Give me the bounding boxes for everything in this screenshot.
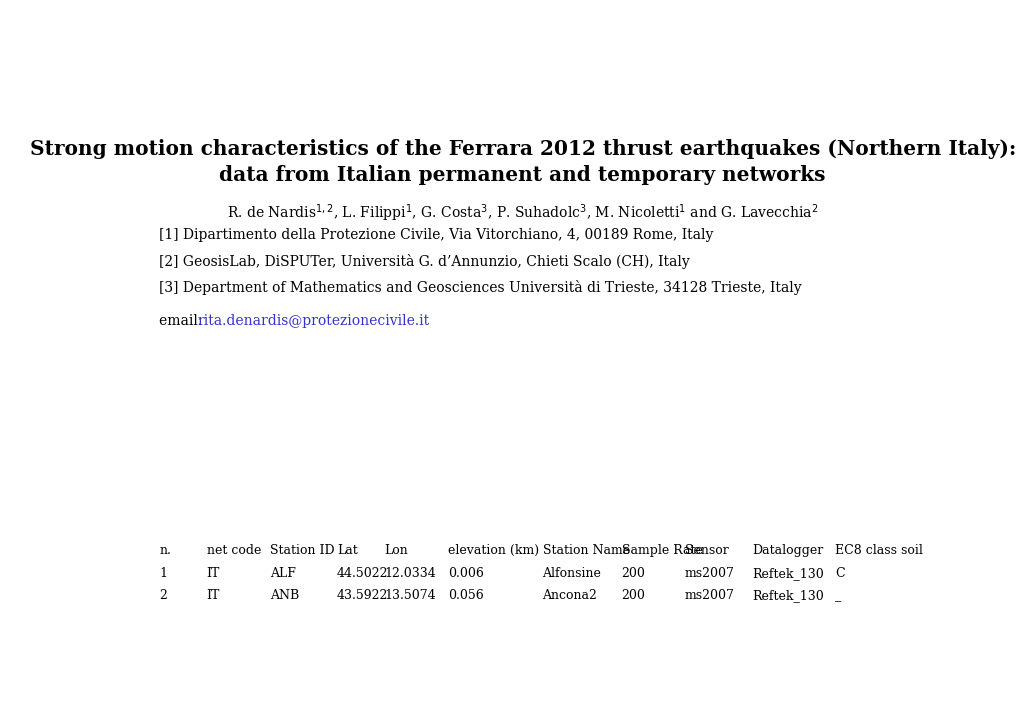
Text: ms2007: ms2007 bbox=[684, 567, 734, 580]
Text: ms2007: ms2007 bbox=[684, 589, 734, 602]
Text: Datalogger: Datalogger bbox=[751, 544, 822, 557]
Text: net code: net code bbox=[206, 544, 261, 557]
Text: 2: 2 bbox=[159, 589, 167, 602]
Text: Reftek_130: Reftek_130 bbox=[751, 567, 823, 580]
Text: Sensor: Sensor bbox=[684, 544, 728, 557]
Text: elevation (km): elevation (km) bbox=[447, 544, 538, 557]
Text: data from Italian permanent and temporary networks: data from Italian permanent and temporar… bbox=[219, 165, 825, 185]
Text: 12.0334: 12.0334 bbox=[384, 567, 436, 580]
Text: EC8 class soil: EC8 class soil bbox=[835, 544, 922, 557]
Text: R. de Nardis$^{1,2}$, L. Filippi$^{1}$, G. Costa$^{3}$, P. Suhadolc$^{3}$, M. Ni: R. de Nardis$^{1,2}$, L. Filippi$^{1}$, … bbox=[227, 203, 817, 225]
Text: [2] GeosisLab, DiSPUTer, Università G. d’Annunzio, Chieti Scalo (CH), Italy: [2] GeosisLab, DiSPUTer, Università G. d… bbox=[159, 254, 689, 269]
Text: C: C bbox=[835, 567, 844, 580]
Text: ANB: ANB bbox=[269, 589, 299, 602]
Text: [1] Dipartimento della Protezione Civile, Via Vitorchiano, 4, 00189 Rome, Italy: [1] Dipartimento della Protezione Civile… bbox=[159, 228, 713, 242]
Text: _: _ bbox=[835, 589, 841, 602]
Text: 13.5074: 13.5074 bbox=[384, 589, 435, 602]
Text: 1: 1 bbox=[159, 567, 167, 580]
Text: Lon: Lon bbox=[384, 544, 408, 557]
Text: Station ID: Station ID bbox=[269, 544, 334, 557]
Text: 0.006: 0.006 bbox=[447, 567, 483, 580]
Text: 44.5022: 44.5022 bbox=[336, 567, 388, 580]
Text: 43.5922: 43.5922 bbox=[336, 589, 388, 602]
Text: Reftek_130: Reftek_130 bbox=[751, 589, 823, 602]
Text: IT: IT bbox=[206, 567, 220, 580]
Text: rita.denardis@protezionecivile.it: rita.denardis@protezionecivile.it bbox=[197, 314, 429, 328]
Text: Sample Rate: Sample Rate bbox=[621, 544, 702, 557]
Text: IT: IT bbox=[206, 589, 220, 602]
Text: Ancona2: Ancona2 bbox=[542, 589, 597, 602]
Text: Lat: Lat bbox=[336, 544, 358, 557]
Text: Strong motion characteristics of the Ferrara 2012 thrust earthquakes (Northern I: Strong motion characteristics of the Fer… bbox=[30, 139, 1015, 159]
Text: email:: email: bbox=[159, 314, 207, 328]
Text: 0.056: 0.056 bbox=[447, 589, 483, 602]
Text: [3] Department of Mathematics and Geosciences Università di Trieste, 34128 Tries: [3] Department of Mathematics and Geosci… bbox=[159, 280, 801, 295]
Text: Station Name: Station Name bbox=[542, 544, 629, 557]
Text: Alfonsine: Alfonsine bbox=[542, 567, 601, 580]
Text: 200: 200 bbox=[621, 589, 645, 602]
Text: ALF: ALF bbox=[269, 567, 296, 580]
Text: 200: 200 bbox=[621, 567, 645, 580]
Text: n.: n. bbox=[159, 544, 171, 557]
